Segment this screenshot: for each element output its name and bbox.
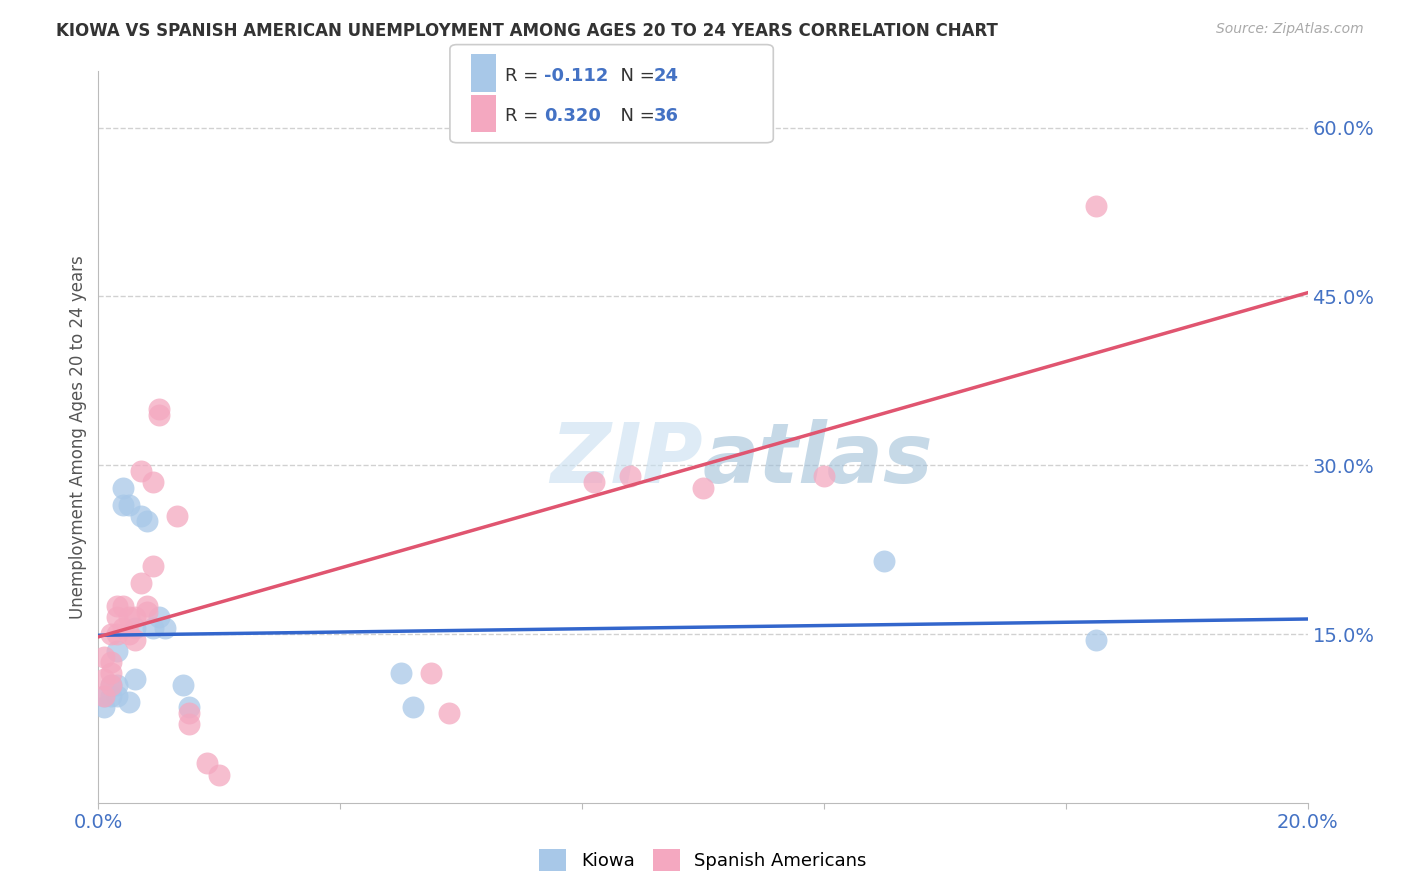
Point: [93, 672, 115, 686]
Point: [619, 469, 641, 483]
Point: [93, 689, 115, 703]
Point: [1085, 632, 1108, 647]
Point: [195, 756, 218, 771]
Point: [1085, 199, 1108, 213]
Point: [129, 464, 152, 478]
Text: atlas: atlas: [703, 418, 934, 500]
Point: [437, 706, 460, 720]
Point: [129, 576, 152, 591]
Point: [105, 610, 128, 624]
Text: 36: 36: [654, 107, 679, 125]
Point: [93, 700, 115, 714]
Point: [100, 666, 122, 681]
Legend: Kiowa, Spanish Americans: Kiowa, Spanish Americans: [531, 841, 875, 878]
Point: [135, 599, 157, 613]
Point: [148, 610, 170, 624]
Point: [118, 610, 141, 624]
Point: [105, 599, 128, 613]
Point: [179, 706, 201, 720]
Point: [166, 508, 188, 523]
Point: [142, 475, 165, 489]
Point: [402, 700, 425, 714]
Text: ZIP: ZIP: [550, 418, 703, 500]
Text: R =: R =: [505, 67, 544, 85]
Text: -0.112: -0.112: [544, 67, 609, 85]
Point: [124, 610, 146, 624]
Text: R =: R =: [505, 107, 544, 125]
Point: [111, 498, 134, 512]
Point: [118, 498, 141, 512]
Text: Source: ZipAtlas.com: Source: ZipAtlas.com: [1216, 22, 1364, 37]
Point: [124, 621, 146, 635]
Point: [105, 689, 128, 703]
Point: [111, 481, 134, 495]
Point: [105, 644, 128, 658]
Text: N =: N =: [609, 107, 661, 125]
Text: 0.320: 0.320: [544, 107, 600, 125]
Point: [142, 621, 165, 635]
Point: [135, 515, 157, 529]
Point: [153, 621, 176, 635]
Point: [124, 672, 146, 686]
Point: [179, 700, 201, 714]
Point: [148, 408, 170, 422]
Text: KIOWA VS SPANISH AMERICAN UNEMPLOYMENT AMONG AGES 20 TO 24 YEARS CORRELATION CHA: KIOWA VS SPANISH AMERICAN UNEMPLOYMENT A…: [56, 22, 998, 40]
Point: [813, 469, 835, 483]
Point: [692, 481, 714, 495]
Point: [129, 508, 152, 523]
Point: [118, 694, 141, 708]
Point: [100, 678, 122, 692]
Point: [105, 678, 128, 692]
Point: [208, 767, 231, 781]
Point: [389, 666, 412, 681]
Point: [179, 717, 201, 731]
Point: [93, 689, 115, 703]
Text: 24: 24: [654, 67, 679, 85]
Point: [105, 627, 128, 641]
Point: [118, 627, 141, 641]
Point: [124, 632, 146, 647]
Point: [93, 649, 115, 664]
Point: [111, 621, 134, 635]
Point: [148, 401, 170, 416]
Point: [100, 689, 122, 703]
Point: [111, 599, 134, 613]
Point: [135, 605, 157, 619]
Point: [873, 554, 896, 568]
Point: [142, 559, 165, 574]
Point: [100, 655, 122, 669]
Point: [172, 678, 194, 692]
Point: [420, 666, 443, 681]
Y-axis label: Unemployment Among Ages 20 to 24 years: Unemployment Among Ages 20 to 24 years: [69, 255, 87, 619]
Text: N =: N =: [609, 67, 661, 85]
Point: [583, 475, 606, 489]
Point: [100, 678, 122, 692]
Point: [100, 627, 122, 641]
